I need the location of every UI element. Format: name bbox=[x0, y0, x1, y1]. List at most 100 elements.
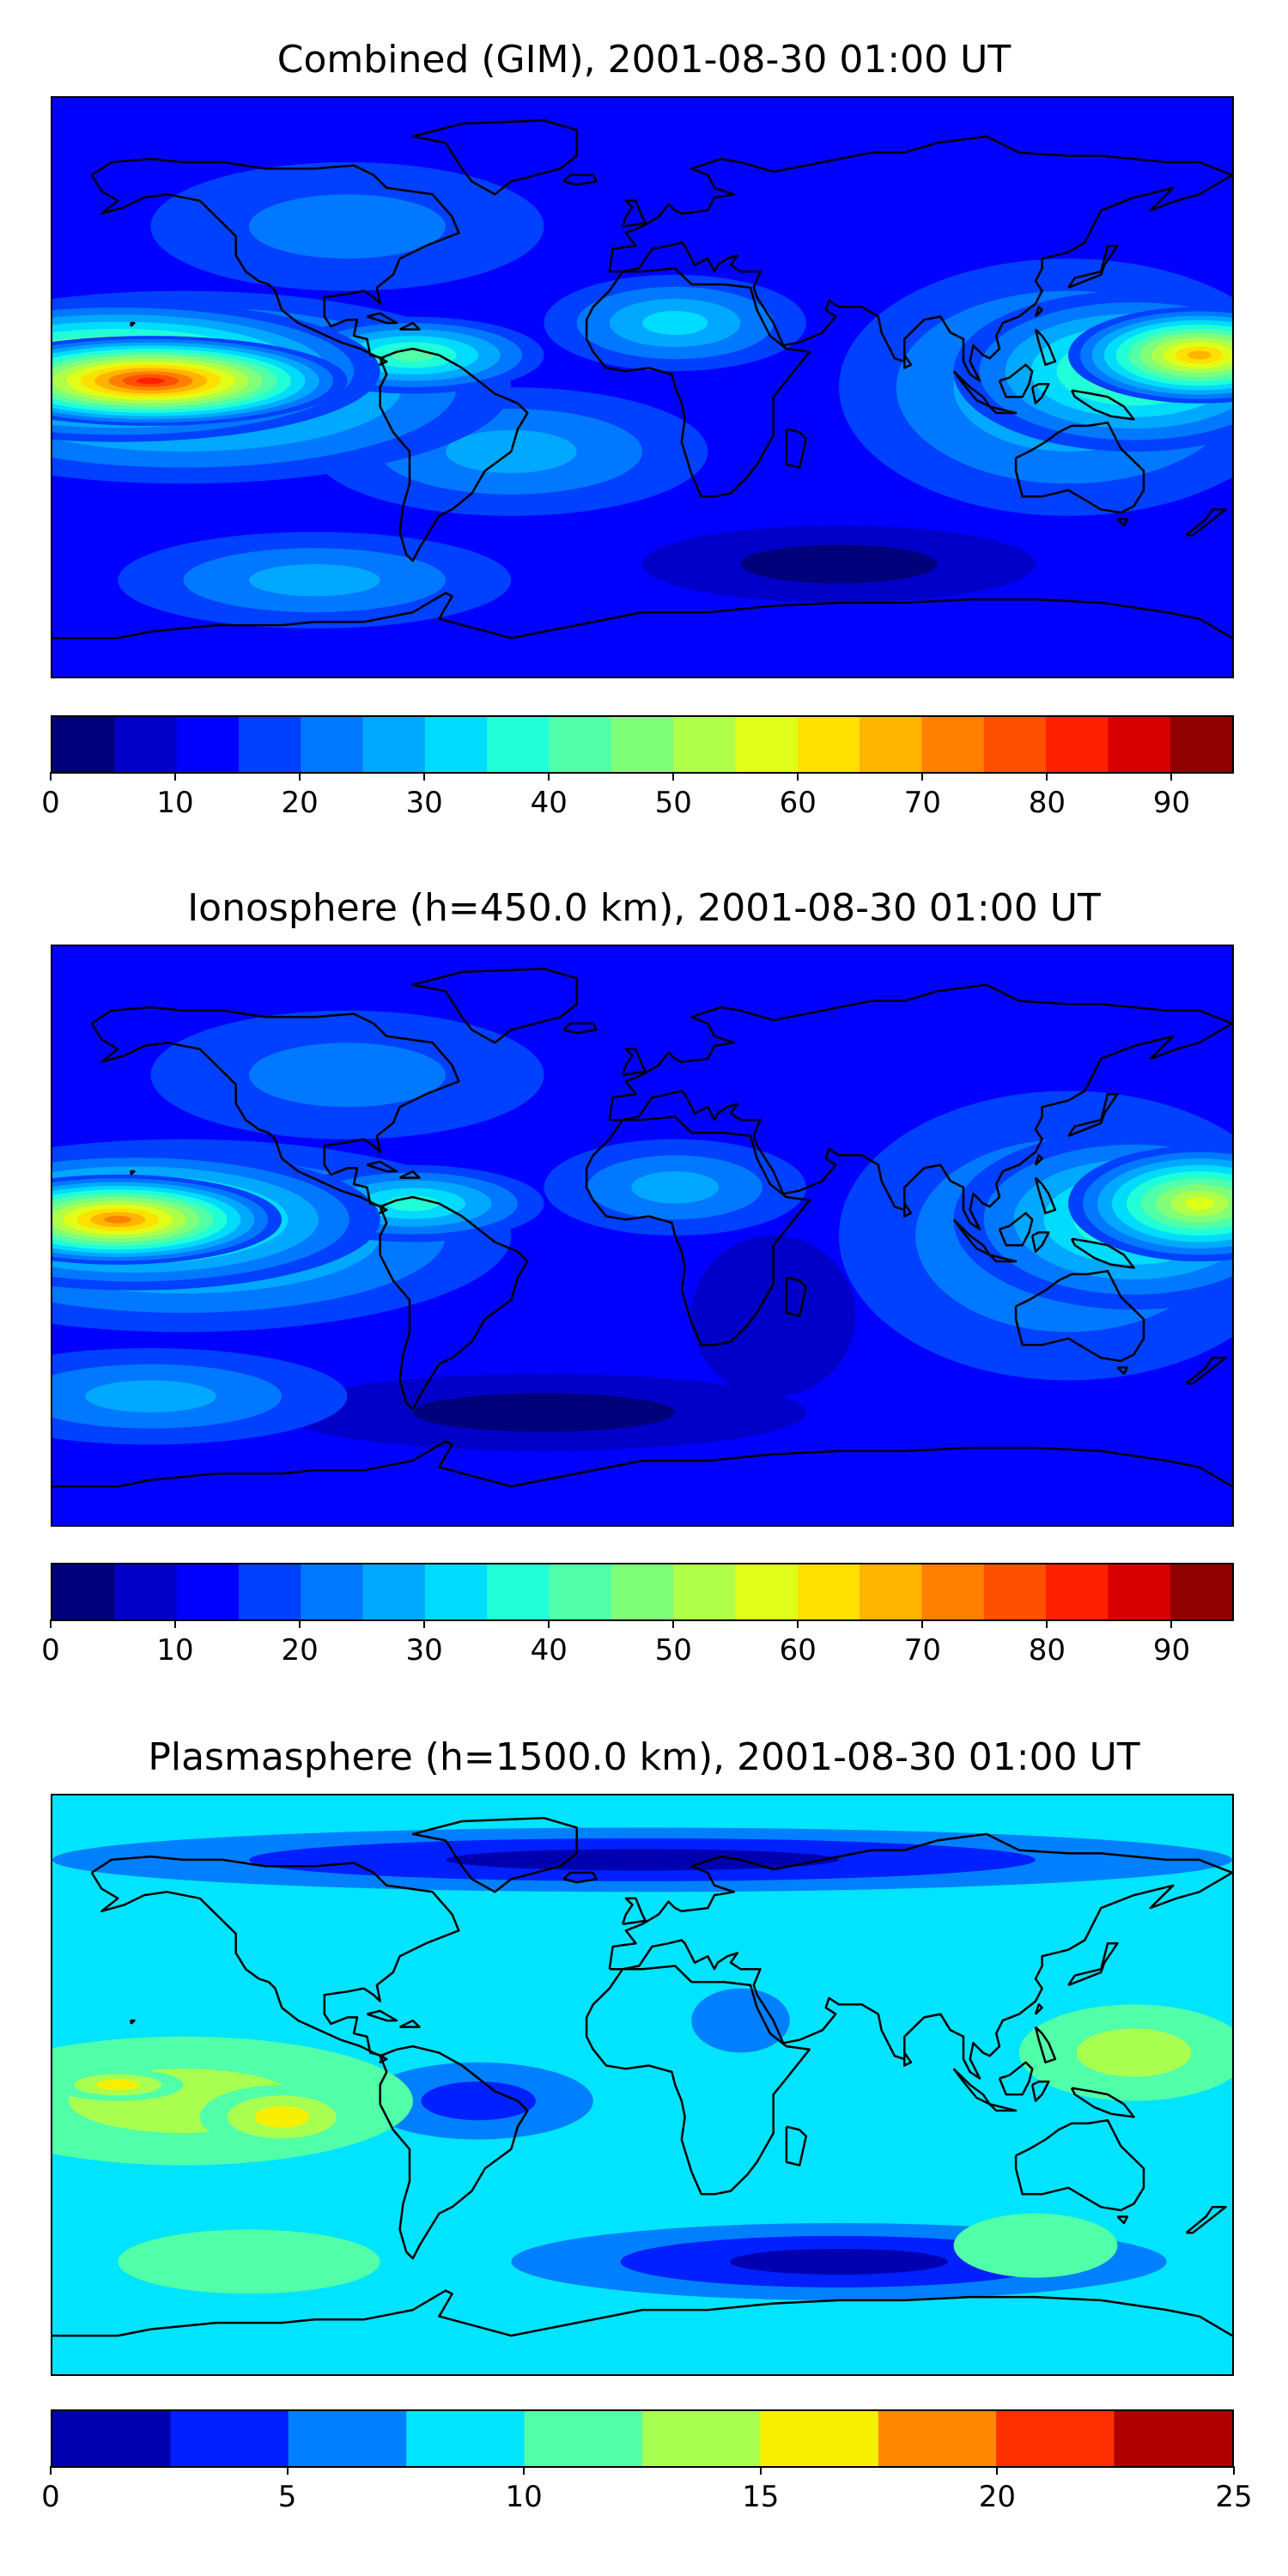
colorbar-segment bbox=[673, 717, 737, 772]
tec-map bbox=[51, 1794, 1234, 2376]
colorbar-segment bbox=[238, 717, 301, 772]
colorbar-segment bbox=[424, 1564, 488, 1619]
colorbar-segment bbox=[301, 1564, 364, 1619]
colorbar-segment bbox=[52, 717, 115, 772]
colorbar-segment bbox=[673, 1564, 737, 1619]
colorbar-tick-label: 20 bbox=[281, 786, 319, 820]
colorbar-segment bbox=[735, 1564, 799, 1619]
tec-contour-band bbox=[249, 1042, 446, 1108]
colorbar-tick bbox=[50, 1619, 52, 1628]
colorbar-tick bbox=[548, 772, 550, 781]
colorbar-tick-label: 50 bbox=[654, 786, 692, 820]
colorbar-segment bbox=[114, 717, 178, 772]
colorbar-tick bbox=[423, 772, 426, 781]
colorbar-segment bbox=[487, 717, 550, 772]
tec-contour-band bbox=[104, 1215, 132, 1224]
colorbar-segment bbox=[170, 2411, 289, 2466]
colorbar-tick-label: 80 bbox=[1028, 1633, 1066, 1668]
colorbar-segment bbox=[288, 2411, 407, 2466]
colorbar-segment bbox=[238, 1564, 301, 1619]
tec-contour-band bbox=[631, 1171, 720, 1204]
tec-contour-band bbox=[1187, 350, 1212, 360]
colorbar bbox=[51, 1563, 1234, 1621]
colorbar-segment bbox=[176, 1564, 240, 1619]
panel-title: Combined (GIM), 2001-08-30 01:00 UT bbox=[276, 38, 1012, 82]
tec-contour-band bbox=[446, 1849, 839, 1871]
colorbar-tick-label: 30 bbox=[405, 1633, 443, 1668]
tec-contour-band bbox=[412, 1393, 676, 1432]
tec-contour-band bbox=[85, 1380, 216, 1413]
colorbar-segment bbox=[549, 717, 612, 772]
colorbar-tick bbox=[797, 1619, 799, 1628]
tec-contour-band bbox=[249, 564, 380, 597]
tec-contour-band bbox=[1076, 2028, 1192, 2077]
colorbar-tick-label: 10 bbox=[156, 1633, 194, 1668]
colorbar-segment bbox=[860, 717, 923, 772]
colorbar-tick bbox=[548, 1619, 550, 1628]
colorbar-segment bbox=[878, 2411, 997, 2466]
colorbar-segment bbox=[860, 1564, 923, 1619]
tec-map bbox=[51, 96, 1234, 678]
coastlines bbox=[52, 967, 1232, 1488]
colorbar-tick-label: 0 bbox=[41, 2480, 60, 2514]
colorbar-tick bbox=[759, 2466, 762, 2475]
colorbar-tick bbox=[1170, 772, 1173, 781]
colorbar-tick-label: 80 bbox=[1028, 786, 1066, 820]
colorbar-segment bbox=[487, 1564, 550, 1619]
colorbar-tick bbox=[50, 2466, 52, 2475]
colorbar-ticks: 0 10 20 30 40 50 60 70 80 90 bbox=[41, 772, 1234, 823]
colorbar-tick bbox=[797, 772, 799, 781]
colorbar-tick bbox=[299, 1619, 301, 1628]
colorbar-ticks: 0 5 10 15 20 25 bbox=[41, 2466, 1253, 2518]
colorbar-tick-label: 40 bbox=[530, 1633, 568, 1668]
colorbar-segment bbox=[983, 1564, 1047, 1619]
colorbar-tick-label: 20 bbox=[281, 1633, 319, 1668]
tec-contour-band bbox=[421, 2081, 536, 2121]
colorbar-segment bbox=[797, 1564, 860, 1619]
colorbar-tick-label: 30 bbox=[405, 786, 443, 820]
colorbar-segment bbox=[524, 2411, 643, 2466]
colorbar-segment bbox=[114, 1564, 178, 1619]
tec-contour-band bbox=[642, 311, 708, 336]
tec-contour-band bbox=[740, 544, 938, 584]
colorbar-segment bbox=[301, 717, 364, 772]
tec-contour-band bbox=[729, 2248, 949, 2275]
colorbar-segment bbox=[797, 717, 860, 772]
colorbar-tick-label: 90 bbox=[1152, 786, 1191, 820]
colorbar-tick bbox=[523, 2466, 526, 2475]
colorbar-tick-label: 0 bbox=[41, 1633, 60, 1668]
colorbar-tick-label: 15 bbox=[742, 2480, 780, 2514]
colorbar-segment bbox=[735, 717, 799, 772]
colorbar-segment bbox=[406, 2411, 526, 2466]
colorbar-tick bbox=[174, 1619, 177, 1628]
coastlines bbox=[52, 1816, 1232, 2337]
colorbar-segment bbox=[52, 1564, 115, 1619]
colorbar-segment bbox=[1046, 717, 1109, 772]
tec-contour-band bbox=[249, 194, 446, 259]
colorbar-segment bbox=[1108, 1564, 1171, 1619]
colorbar-segment bbox=[362, 1564, 426, 1619]
tec-map bbox=[51, 945, 1234, 1527]
colorbar-tick bbox=[299, 772, 301, 781]
colorbar-segment bbox=[642, 2411, 761, 2466]
tec-contour-band bbox=[691, 1236, 856, 1397]
colorbar-segment bbox=[611, 1564, 674, 1619]
colorbar-segment bbox=[921, 1564, 985, 1619]
colorbar-segment bbox=[1170, 717, 1232, 772]
colorbar-tick-label: 60 bbox=[779, 1633, 817, 1668]
panel-title: Plasmasphere (h=1500.0 km), 2001-08-30 0… bbox=[148, 1735, 1140, 1779]
colorbar-segment bbox=[1046, 1564, 1109, 1619]
colorbar-segment bbox=[1114, 2411, 1232, 2466]
colorbar-tick-label: 90 bbox=[1152, 1633, 1191, 1668]
colorbar bbox=[51, 2409, 1234, 2468]
colorbar-segment bbox=[1108, 717, 1171, 772]
colorbar-tick-label: 25 bbox=[1215, 2480, 1253, 2514]
colorbar bbox=[51, 715, 1234, 774]
colorbar-tick bbox=[1046, 1619, 1048, 1628]
colorbar-tick-label: 60 bbox=[779, 786, 817, 820]
colorbar-tick bbox=[1170, 1619, 1173, 1628]
colorbar-tick bbox=[1046, 772, 1048, 781]
coastlines bbox=[52, 118, 1232, 640]
colorbar-tick bbox=[286, 2466, 289, 2475]
tec-contour-band bbox=[953, 2213, 1118, 2278]
